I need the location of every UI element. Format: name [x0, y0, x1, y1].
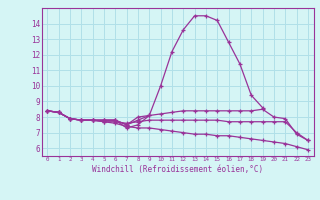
X-axis label: Windchill (Refroidissement éolien,°C): Windchill (Refroidissement éolien,°C) [92, 165, 263, 174]
